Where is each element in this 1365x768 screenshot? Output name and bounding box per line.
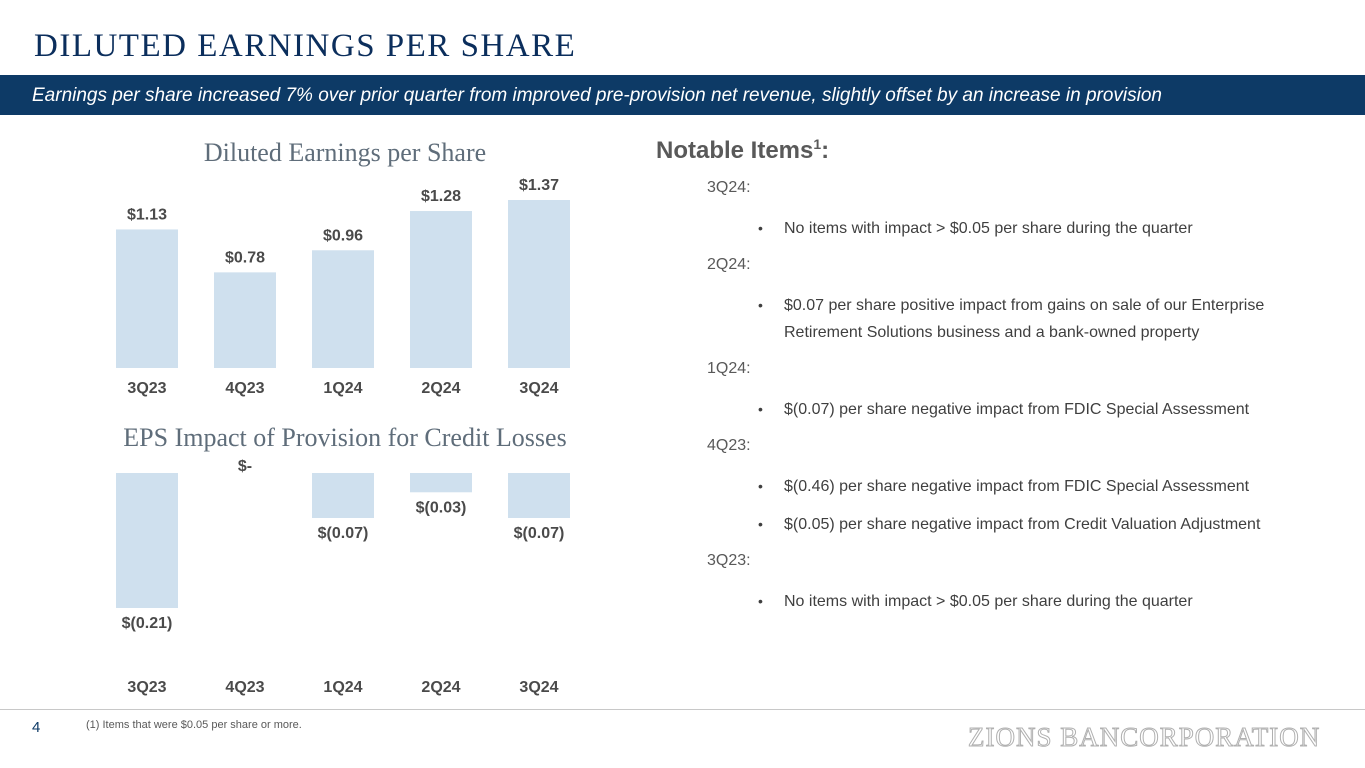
- notable-items-list: 3Q24: • No items with impact > $0.05 per s…: [656, 178, 1336, 615]
- bullet-icon: •: [758, 297, 763, 313]
- eps-category-label: 3Q23: [127, 380, 166, 397]
- quarter-label: 2Q24:: [707, 256, 751, 273]
- notable-items-panel: Notable Items1: 3Q24: • No items with impa…: [656, 136, 1336, 615]
- notable-item: • $(0.05) per share negative impact from …: [758, 511, 1324, 538]
- provision-value-label: $(0.07): [318, 525, 369, 542]
- quarter-bullets: • $0.07 per share positive impact from ga…: [656, 292, 1336, 346]
- provision-value-label: $(0.21): [122, 615, 173, 632]
- notable-item-text: No items with impact > $0.05 per share d…: [784, 220, 1193, 237]
- eps-value-label: $1.28: [421, 188, 461, 205]
- page-number: 4: [32, 719, 41, 736]
- eps-value-label: $0.78: [225, 249, 265, 266]
- provision-chart-svg: EPS Impact of Provision for Credit Losse…: [116, 423, 570, 696]
- provision-chart-title: EPS Impact of Provision for Credit Losse…: [123, 423, 566, 452]
- notable-item: • $0.07 per share positive impact from ga…: [758, 292, 1324, 346]
- eps-chart: Diluted Earnings per Share $1.13 3Q23 $0.78…: [90, 130, 610, 400]
- provision-category-label: 3Q23: [127, 679, 166, 696]
- quarter-label: 1Q24:: [707, 360, 751, 377]
- footnote: (1) Items that were $0.05 per share or m…: [86, 719, 302, 731]
- quarter-label: 3Q23:: [707, 552, 751, 569]
- bullet-icon: •: [758, 593, 763, 609]
- quarter-block: 3Q23: • No items with impact > $0.05 per s…: [656, 551, 1336, 615]
- quarter-label: 4Q23:: [707, 437, 751, 454]
- provision-category-label: 1Q24: [323, 679, 362, 696]
- notable-items-heading: Notable Items1:: [656, 136, 1336, 165]
- provision-bar-1Q24: [312, 473, 374, 518]
- quarter-bullets: • $(0.46) per share negative impact from …: [656, 473, 1336, 538]
- bullet-icon: •: [758, 401, 763, 417]
- eps-bar-2Q24: [410, 211, 472, 368]
- notable-item-text: $(0.05) per share negative impact from C…: [784, 516, 1261, 533]
- heading-colon: :: [821, 137, 830, 164]
- quarter-bullets: • No items with impact > $0.05 per share …: [656, 215, 1336, 242]
- quarter-block: 3Q24: • No items with impact > $0.05 per s…: [656, 178, 1336, 242]
- provision-chart: EPS Impact of Provision for Credit Losse…: [90, 415, 610, 700]
- provision-category-label: 2Q24: [421, 679, 460, 696]
- eps-value-label: $1.37: [519, 177, 559, 194]
- quarter-block: 4Q23: • $(0.46) per share negative impact …: [656, 436, 1336, 538]
- quarter-block: 2Q24: • $0.07 per share positive impact fr…: [656, 255, 1336, 346]
- eps-value-label: $0.96: [323, 227, 363, 244]
- eps-chart-svg: Diluted Earnings per Share $1.13 3Q23 $0.78…: [116, 138, 570, 397]
- bullet-icon: •: [758, 220, 763, 236]
- provision-bar-2Q24: [410, 473, 472, 493]
- notable-item-text: No items with impact > $0.05 per share d…: [784, 593, 1193, 610]
- provision-bar-3Q24: [508, 473, 570, 518]
- notable-items-heading-text: Notable Items: [656, 137, 814, 164]
- notable-item: • $(0.07) per share negative impact from …: [758, 396, 1324, 423]
- provision-value-label: $-: [238, 458, 252, 475]
- provision-value-label: $(0.07): [514, 525, 565, 542]
- quarter-bullets: • $(0.07) per share negative impact from …: [656, 396, 1336, 423]
- quarter-label: 3Q24:: [707, 179, 751, 196]
- provision-value-label: $(0.03): [416, 499, 467, 516]
- provision-bar-3Q23: [116, 473, 178, 608]
- provision-category-label: 3Q24: [519, 679, 558, 696]
- bullet-icon: •: [758, 478, 763, 494]
- footnote-marker: 1: [813, 136, 822, 152]
- eps-bar-4Q23: [214, 272, 276, 368]
- eps-category-label: 1Q24: [323, 380, 362, 397]
- notable-item-text: $0.07 per share positive impact from gai…: [784, 297, 1265, 341]
- notable-item-text: $(0.07) per share negative impact from F…: [784, 401, 1250, 418]
- footer-divider: [0, 709, 1365, 710]
- notable-item: • No items with impact > $0.05 per share …: [758, 588, 1324, 615]
- eps-value-label: $1.13: [127, 206, 167, 223]
- eps-bar-3Q24: [508, 200, 570, 368]
- quarter-bullets: • No items with impact > $0.05 per share …: [656, 588, 1336, 615]
- notable-item: • No items with impact > $0.05 per share …: [758, 215, 1324, 242]
- provision-category-label: 4Q23: [225, 679, 264, 696]
- notable-item: • $(0.46) per share negative impact from …: [758, 473, 1324, 500]
- eps-category-label: 2Q24: [421, 380, 460, 397]
- notable-item-text: $(0.46) per share negative impact from F…: [784, 478, 1250, 495]
- eps-category-label: 3Q24: [519, 380, 558, 397]
- eps-bar-3Q23: [116, 229, 178, 368]
- company-logo: ZIONS BANCORPORATION: [967, 722, 1321, 753]
- eps-chart-title: Diluted Earnings per Share: [204, 138, 486, 167]
- subtitle-banner: Earnings per share increased 7% over pri…: [0, 75, 1365, 115]
- eps-bar-1Q24: [312, 250, 374, 368]
- subtitle-text: Earnings per share increased 7% over pri…: [32, 85, 1162, 106]
- quarter-block: 1Q24: • $(0.07) per share negative impact …: [656, 359, 1336, 423]
- page-title: DILUTED EARNINGS PER SHARE: [34, 28, 577, 64]
- bullet-icon: •: [758, 516, 763, 532]
- eps-category-label: 4Q23: [225, 380, 264, 397]
